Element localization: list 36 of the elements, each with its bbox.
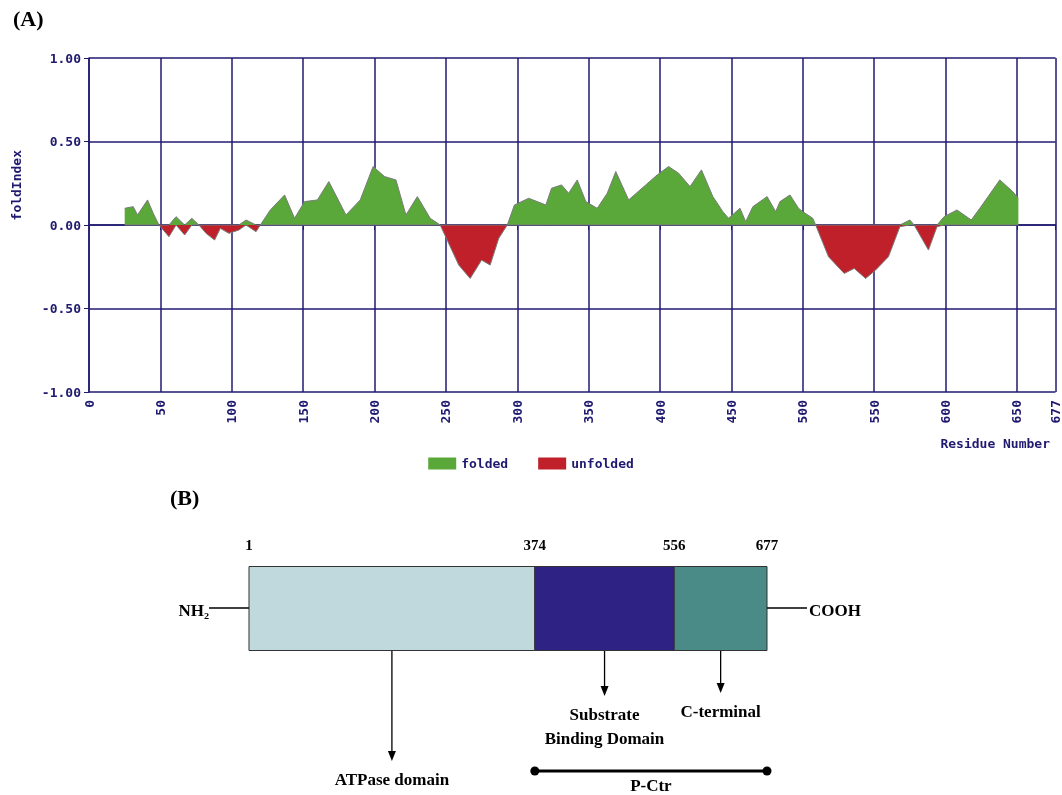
annotation: Substrate Binding Domain <box>544 705 665 748</box>
annotation: ATPase domain <box>334 770 450 789</box>
x-tick-label: 556 <box>663 536 687 553</box>
x-tick-label: 650 <box>1009 399 1025 424</box>
x-axis-title: Residue Number <box>940 436 1051 451</box>
y-tick-label: 0.50 <box>49 134 82 149</box>
x-tick-label: 100 <box>224 399 240 424</box>
x-tick-label: 1 <box>245 536 253 553</box>
x-tick-label: 550 <box>866 399 882 424</box>
x-tick-label: 500 <box>795 399 811 424</box>
x-tick-label: 0 <box>81 399 97 408</box>
x-tick-label: 400 <box>652 399 668 424</box>
y-tick-label: 0.00 <box>49 217 82 233</box>
x-tick-label: 600 <box>938 399 954 424</box>
text: NH₂ <box>178 601 209 620</box>
x-tick-label: 200 <box>367 399 383 424</box>
x-tick-label: 350 <box>581 399 597 424</box>
text: COOH <box>809 601 861 620</box>
y-tick-label: 1.00 <box>49 50 82 66</box>
x-tick-label: 50 <box>152 399 168 416</box>
annotation: P-Ctr <box>630 776 673 795</box>
y-tick-label: -0.50 <box>41 301 82 316</box>
legend-label: folded <box>461 456 509 471</box>
x-tick-label: 374 <box>523 536 547 553</box>
x-tick-label: 150 <box>295 399 311 424</box>
legend-label: unfolded <box>571 456 634 471</box>
chart-title: (A) <box>13 5 44 31</box>
annotation: C-terminal <box>680 702 762 721</box>
x-tick-label: 250 <box>438 399 454 424</box>
x-tick-label: 450 <box>723 399 739 424</box>
x-tick-label: 300 <box>509 399 525 424</box>
y-axis-title: foldIndex <box>9 149 24 221</box>
y-tick-label: -1.00 <box>41 384 82 400</box>
x-tick-label: 677 <box>755 536 779 553</box>
chart-title: (B) <box>170 484 200 510</box>
x-tick-label: 677 <box>1048 400 1062 424</box>
